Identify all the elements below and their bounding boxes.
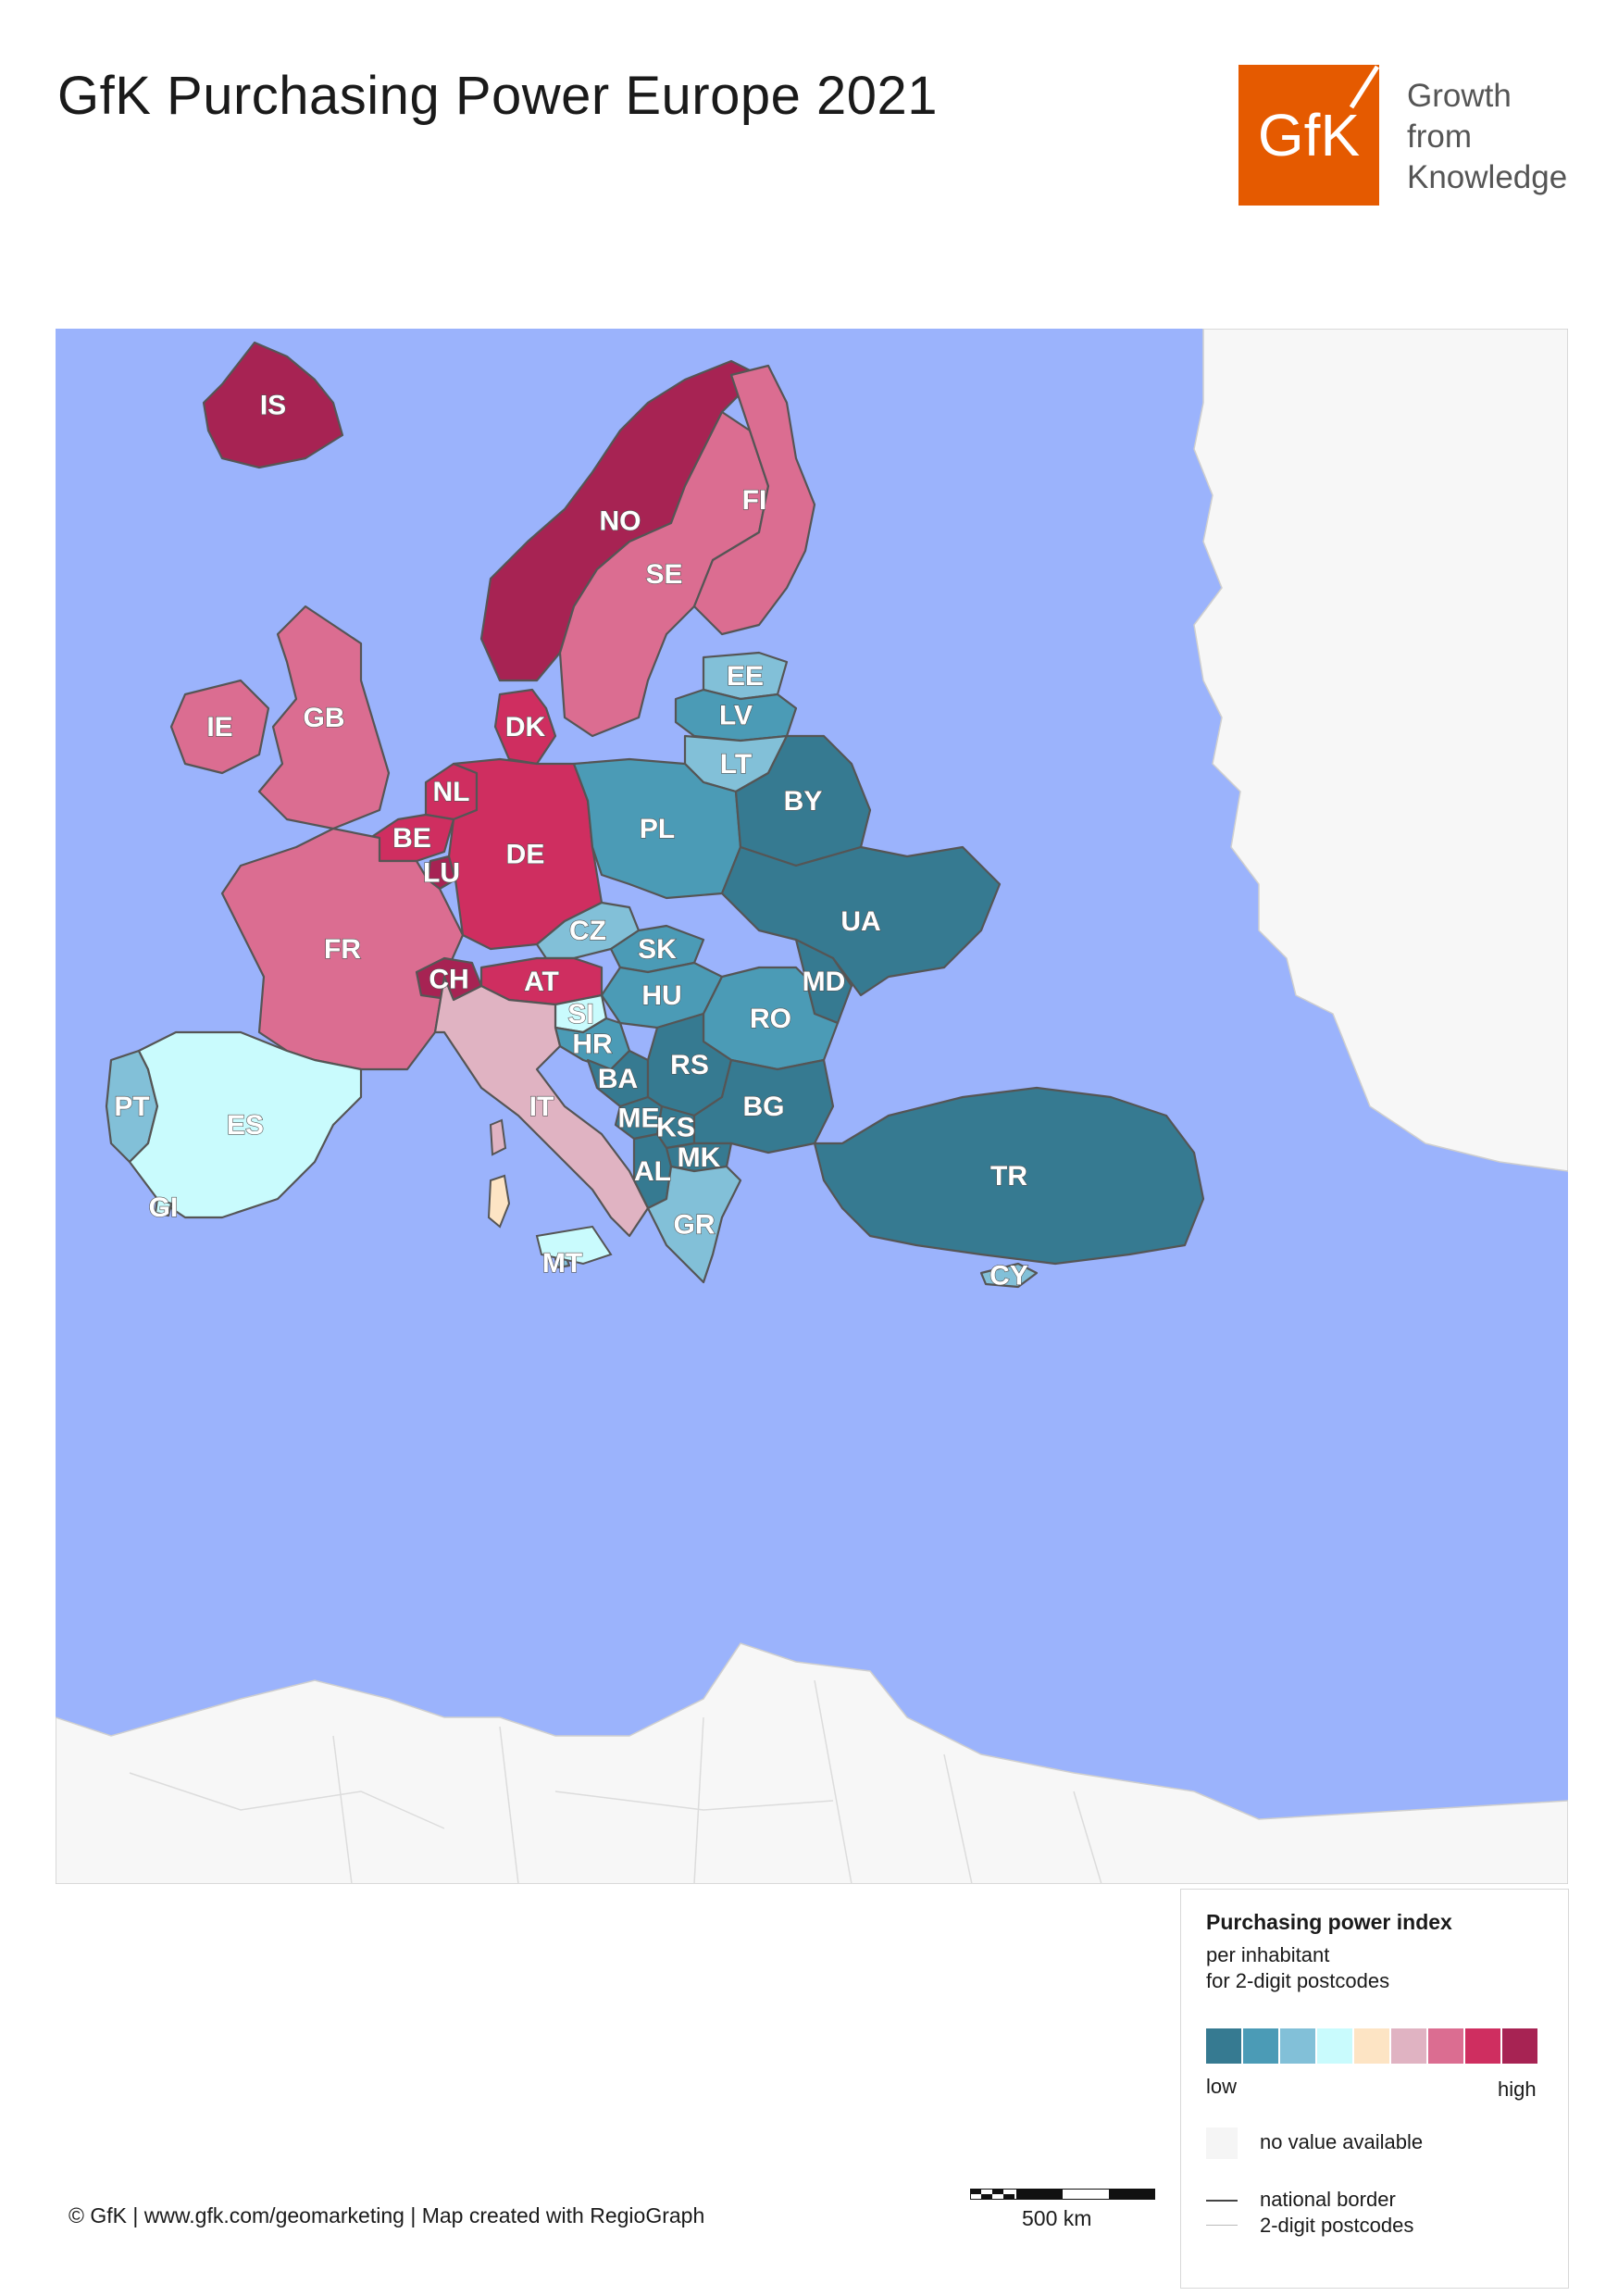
country-label-GI: GI: [149, 1192, 179, 1223]
country-label-CZ: CZ: [569, 916, 606, 946]
tagline: Growth from Knowledge: [1407, 76, 1567, 198]
no-value-swatch: [1206, 2128, 1238, 2159]
country-label-FR: FR: [324, 934, 361, 965]
country-label-BE: BE: [392, 823, 431, 854]
country-label-FI: FI: [742, 485, 767, 516]
country-label-LT: LT: [720, 749, 752, 780]
country-label-EE: EE: [727, 661, 764, 692]
country-label-DE: DE: [506, 840, 545, 870]
country-label-TR: TR: [990, 1161, 1027, 1192]
country-label-LU: LU: [423, 858, 460, 889]
legend-swatch-5: [1354, 2028, 1389, 2064]
country-IT[interactable]: [433, 975, 650, 1238]
legend-color-scale: [1206, 2028, 1539, 2064]
postcode-border-label: 2-digit postcodes: [1260, 2214, 1414, 2237]
country-label-KS: KS: [656, 1113, 695, 1143]
country-label-UA: UA: [840, 906, 880, 937]
no-value-label: no value available: [1260, 2130, 1424, 2153]
logo-text: GfK: [1257, 102, 1361, 168]
legend-swatch-8: [1465, 2028, 1500, 2064]
country-label-LV: LV: [719, 701, 753, 731]
country-label-NL: NL: [433, 777, 470, 807]
credits: © GfK | www.gfk.com/geomarketing | Map c…: [68, 2203, 705, 2227]
country-label-GB: GB: [304, 703, 345, 733]
tagline-line-3: Knowledge: [1407, 159, 1568, 195]
country-label-SK: SK: [638, 934, 677, 965]
legend-swatch-9: [1502, 2028, 1537, 2064]
country-label-BG: BG: [743, 1092, 785, 1122]
country-GI[interactable]: [154, 1197, 173, 1217]
country-label-HU: HU: [641, 980, 681, 1011]
legend-low-label: low: [1206, 2075, 1238, 2098]
country-LU[interactable]: [426, 855, 457, 891]
country-label-PT: PT: [114, 1092, 149, 1122]
legend-subtitle-1: per inhabitant: [1206, 1943, 1330, 1966]
scale-bar-label: 500 km: [1022, 2206, 1092, 2230]
country-IE[interactable]: [169, 679, 270, 775]
islands: [487, 1118, 613, 1266]
africa-region-lines: [129, 1679, 1102, 1884]
country-UA[interactable]: [720, 845, 1002, 997]
country-GR[interactable]: [646, 1165, 742, 1284]
legend-subtitle-2: for 2-digit postcodes: [1206, 1969, 1390, 1992]
country-label-BA: BA: [598, 1064, 638, 1094]
country-label-BY: BY: [784, 786, 823, 817]
scale-bar: [970, 2189, 1155, 2200]
logo-slash-icon: [1349, 65, 1380, 109]
country-label-DK: DK: [505, 712, 546, 742]
country-label-IS: IS: [260, 391, 286, 421]
country-label-HR: HR: [572, 1029, 613, 1060]
country-ES[interactable]: [128, 1030, 363, 1219]
tagline-line-2: from: [1407, 119, 1472, 155]
country-IS[interactable]: [202, 341, 344, 469]
country-GB[interactable]: [257, 605, 391, 830]
country-label-NO: NO: [600, 506, 641, 537]
tagline-line-1: Growth: [1407, 78, 1512, 114]
gfk-logo: [1238, 65, 1379, 206]
country-FI[interactable]: [692, 364, 816, 636]
country-label-AL: AL: [634, 1156, 671, 1187]
country-label-IE: IE: [206, 712, 232, 742]
country-label-MT: MT: [542, 1248, 582, 1279]
legend-high-label: high: [1498, 2078, 1537, 2101]
country-CY[interactable]: [979, 1262, 1039, 1289]
country-label-PL: PL: [640, 814, 675, 844]
legend-swatch-7: [1428, 2028, 1463, 2064]
postcode-border-line: [1206, 2225, 1238, 2226]
legend-swatch-4: [1317, 2028, 1352, 2064]
country-label-SE: SE: [645, 559, 682, 590]
country-label-CH: CH: [429, 965, 468, 995]
national-border-label: national border: [1260, 2188, 1396, 2211]
national-border-line: [1206, 2200, 1238, 2202]
country-label-CY: CY: [989, 1261, 1028, 1292]
country-label-IT: IT: [529, 1092, 554, 1122]
legend-swatch-1: [1206, 2028, 1241, 2064]
country-DK[interactable]: [493, 688, 557, 766]
country-label-MD: MD: [803, 967, 846, 997]
country-label-ME: ME: [618, 1104, 660, 1134]
country-label-RS: RS: [670, 1050, 709, 1080]
country-label-AT: AT: [524, 967, 559, 997]
legend-swatch-2: [1243, 2028, 1278, 2064]
country-label-GR: GR: [674, 1210, 716, 1241]
legend-swatch-3: [1280, 2028, 1315, 2064]
legend-title: Purchasing power index: [1206, 1910, 1452, 1934]
country-label-MK: MK: [678, 1142, 721, 1173]
country-label-RO: RO: [750, 1004, 791, 1034]
legend: Purchasing power index per inhabitant fo…: [1180, 1889, 1569, 2289]
map[interactable]: IS NO SE FI EE LV LT DK IE GB NL BE LU DE PL BY UA CZ SK FR…: [56, 329, 1568, 1884]
country-TR[interactable]: [813, 1086, 1205, 1266]
page-title: GfK Purchasing Power Europe 2021: [57, 66, 938, 126]
country-label-ES: ES: [227, 1110, 264, 1141]
country-LV[interactable]: [674, 688, 798, 742]
russia-land: [1193, 329, 1568, 1172]
legend-swatch-6: [1391, 2028, 1426, 2064]
country-label-SI: SI: [567, 999, 593, 1029]
